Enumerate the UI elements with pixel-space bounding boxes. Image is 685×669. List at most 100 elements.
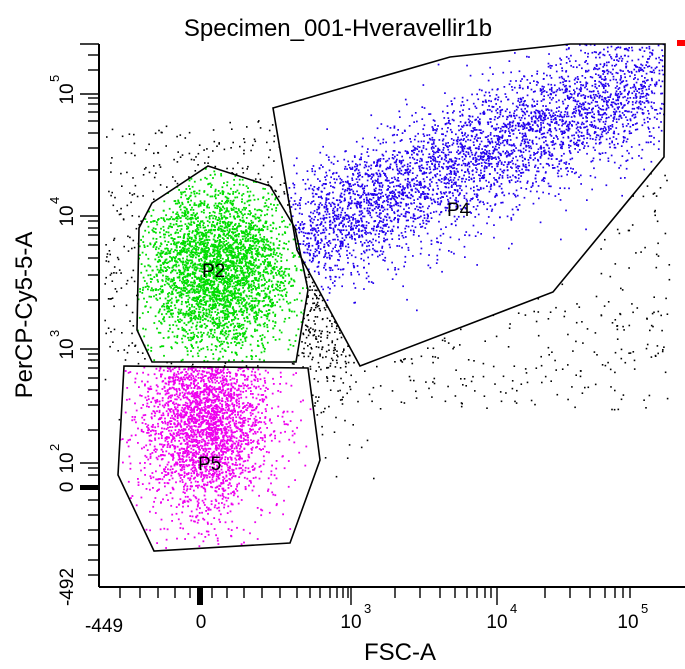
event-dot <box>193 202 196 205</box>
event-dot <box>190 350 192 352</box>
event-dot <box>258 272 260 274</box>
event-dot <box>234 247 237 250</box>
event-dot <box>201 373 204 376</box>
event-dot <box>208 271 211 273</box>
event-dot <box>161 478 164 481</box>
event-dot <box>216 396 219 399</box>
event-dot <box>144 396 147 399</box>
event-dot <box>257 311 260 314</box>
event-dot <box>156 410 158 413</box>
event-dot <box>224 496 227 499</box>
event-dot <box>169 299 172 301</box>
event-dot <box>233 290 236 293</box>
event-dot <box>157 331 160 334</box>
event-dot <box>238 447 241 450</box>
event-dot <box>219 248 221 251</box>
event-dot <box>190 332 193 334</box>
event-dot <box>174 232 177 235</box>
event-dot <box>251 423 254 426</box>
event-dot <box>127 371 130 374</box>
event-dot <box>178 389 181 392</box>
event-dot <box>252 234 255 237</box>
event-dot <box>228 229 231 232</box>
event-dot <box>212 473 214 475</box>
event-dot <box>220 299 223 302</box>
event-dot <box>257 253 260 255</box>
event-dot <box>222 479 224 481</box>
event-dot <box>181 272 183 274</box>
event-dot <box>186 278 189 281</box>
event-dot <box>234 210 237 213</box>
event-dot <box>266 317 269 320</box>
event-dot <box>255 387 257 390</box>
event-dot <box>188 308 191 310</box>
event-dot <box>173 279 175 281</box>
event-dot <box>161 291 163 294</box>
event-dot <box>260 316 263 319</box>
event-dot <box>188 236 191 239</box>
event-dot <box>248 285 250 288</box>
event-dot <box>244 487 247 490</box>
event-dot <box>233 422 236 425</box>
event-dot <box>186 248 188 251</box>
event-dot <box>242 291 245 294</box>
event-dot <box>213 211 216 214</box>
event-dot <box>221 446 224 449</box>
event-dot <box>189 262 192 265</box>
event-dot <box>261 334 264 336</box>
event-dot <box>257 265 259 268</box>
event-dot <box>214 206 217 209</box>
event-dot <box>229 330 232 332</box>
event-dot <box>201 281 204 284</box>
event-dot <box>182 267 185 270</box>
event-dot <box>186 215 189 218</box>
event-dot <box>144 383 146 386</box>
event-dot <box>196 321 199 324</box>
event-dot <box>230 222 233 225</box>
event-dot <box>224 287 227 290</box>
event-dot <box>181 358 184 361</box>
event-dot <box>190 438 193 441</box>
event-dot <box>179 204 182 207</box>
event-dot <box>202 290 205 293</box>
event-dot <box>246 277 248 280</box>
event-dot <box>259 209 262 212</box>
event-dot <box>230 435 233 437</box>
event-dot <box>218 298 220 301</box>
event-dot <box>209 255 211 258</box>
event-dot <box>225 427 227 430</box>
event-dot <box>172 387 175 389</box>
event-dot <box>194 245 197 247</box>
event-dot <box>267 192 270 195</box>
event-dot <box>222 222 225 224</box>
event-dot <box>199 325 201 328</box>
event-dot <box>278 338 281 341</box>
event-dot <box>250 212 252 214</box>
event-dot <box>248 252 251 255</box>
event-dot <box>160 322 163 325</box>
event-dot <box>248 295 251 297</box>
event-dot <box>153 449 156 452</box>
event-dot <box>193 333 196 336</box>
event-dot <box>200 475 202 478</box>
event-dot <box>280 260 283 262</box>
event-dot <box>166 482 169 484</box>
event-dot <box>296 314 298 317</box>
event-dot <box>241 231 243 234</box>
event-dot <box>211 245 214 248</box>
event-dot <box>169 255 171 258</box>
event-dot <box>182 383 185 385</box>
event-dot <box>256 329 258 332</box>
event-dot <box>212 376 214 378</box>
event-dot <box>150 346 153 349</box>
event-dot <box>244 432 247 434</box>
event-dot <box>233 288 236 290</box>
event-dot <box>221 230 224 233</box>
event-dot <box>227 442 229 445</box>
event-dot <box>150 412 153 415</box>
event-dot <box>195 237 197 240</box>
event-dot <box>179 253 182 256</box>
event-dot <box>292 279 295 282</box>
event-dot <box>161 434 163 437</box>
event-dot <box>209 275 211 277</box>
